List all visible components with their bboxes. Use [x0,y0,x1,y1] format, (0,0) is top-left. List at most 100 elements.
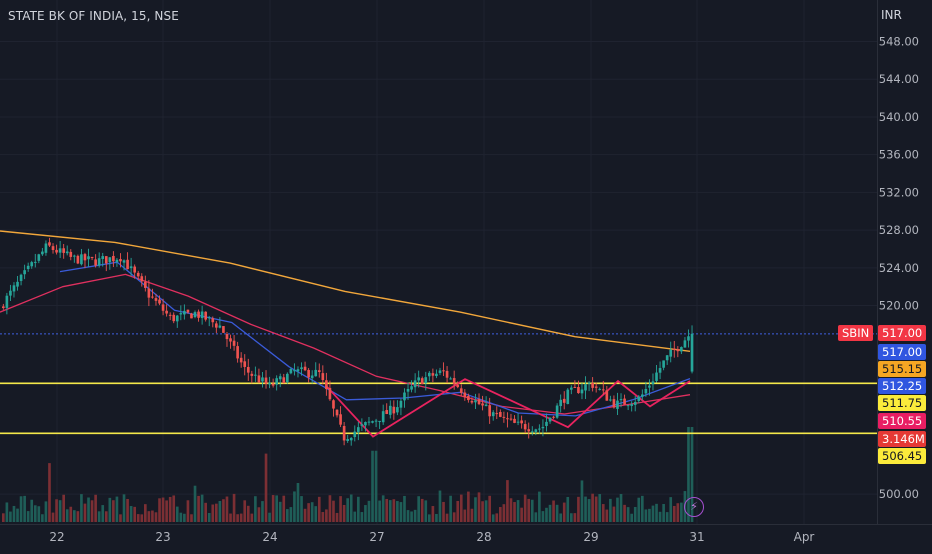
volume-bar [246,505,250,522]
volume-bar [477,492,481,522]
x-tick-label: Apr [794,530,815,544]
volume-bar [403,495,406,522]
volume-bar [488,495,491,522]
candle-body [513,418,516,423]
candle-body [616,400,619,409]
volume-bar [268,512,271,522]
candle-body [5,295,9,308]
candle-body [665,355,669,361]
volume-bar [154,512,158,522]
volume-bar [502,504,506,522]
candle-body [232,340,236,346]
volume-bar [523,494,527,522]
candle-body [630,404,633,406]
volume-bar [204,502,207,522]
volume-bar [442,501,445,522]
volume-bar [594,496,598,522]
volume-bar [598,494,602,522]
volume-bar [555,504,559,522]
volume-bar [83,503,87,522]
volume-bar [328,495,332,522]
volume-bar [651,505,655,522]
candle-body [470,400,474,403]
candle-body [76,255,80,264]
volume-bar [570,513,573,522]
volume-bar [44,501,48,522]
candle-body [552,416,555,418]
volume-bar [463,509,467,522]
candle-body [378,420,381,422]
candle-body [516,421,520,423]
candle-body [151,296,154,298]
candle-body [62,248,65,253]
volume-bar [264,453,268,522]
candle-body [2,306,5,309]
candle-body [413,380,417,388]
volume-bar [126,499,129,522]
candle-body [97,258,101,266]
candle-body [680,347,683,352]
volume-bar [26,511,30,522]
candle-body [268,382,271,385]
candle-body [577,387,580,394]
volume-bar [108,497,112,522]
candle-body [55,249,58,253]
volume-bar [73,510,76,522]
candle-body [239,357,243,363]
candle-body [87,256,90,260]
candle-body [144,281,147,288]
volume-bar [428,514,431,522]
volume-bar [55,499,58,522]
symbol-title[interactable]: STATE BK OF INDIA, 15, NSE [8,9,179,23]
candle-body [264,377,268,384]
volume-bar [364,505,367,522]
y-tick-label: 528.00 [879,223,919,237]
x-tick-label: 29 [583,530,598,544]
candles [2,237,694,446]
candle-body [431,373,435,376]
volume-bar [687,427,690,522]
volume-bar [41,514,44,522]
volume-bar [310,502,314,522]
candle-body [250,373,254,376]
candle-body [580,389,584,394]
volume-bar [104,511,108,522]
candle-body [197,311,200,318]
pattern-path [325,378,691,438]
candle-body [548,417,552,422]
candle-body [644,388,648,394]
candle-body [442,370,445,372]
volume-bar [275,495,278,522]
volume-bar [545,507,548,522]
candle-body [12,285,16,292]
volume-bar [587,499,591,522]
candle-body [165,310,168,314]
lightning-icon[interactable]: ⚡ [684,497,704,517]
candle-body [236,346,239,359]
candle-body [452,378,456,385]
volume-bar [300,496,303,522]
volume-bar [190,514,193,522]
volume-bar [371,450,374,522]
volume-bar [136,514,140,522]
volume-bar [626,507,630,522]
volume-bar [619,493,623,522]
candle-body [271,383,275,386]
volume-bar [30,499,34,522]
volume-bar [151,510,154,522]
candle-body [587,382,591,384]
volume-bar [381,495,385,522]
candle-body [317,370,321,373]
pattern-lines [325,378,691,438]
volume-bar [229,513,232,522]
volume-bar [51,512,55,522]
candle-body [225,333,229,340]
candle-body [254,374,257,376]
volume-bar [314,506,318,522]
volume-bar [584,496,587,522]
candle-body [406,388,410,392]
candle-body [637,396,641,401]
volume-bar [566,496,570,522]
